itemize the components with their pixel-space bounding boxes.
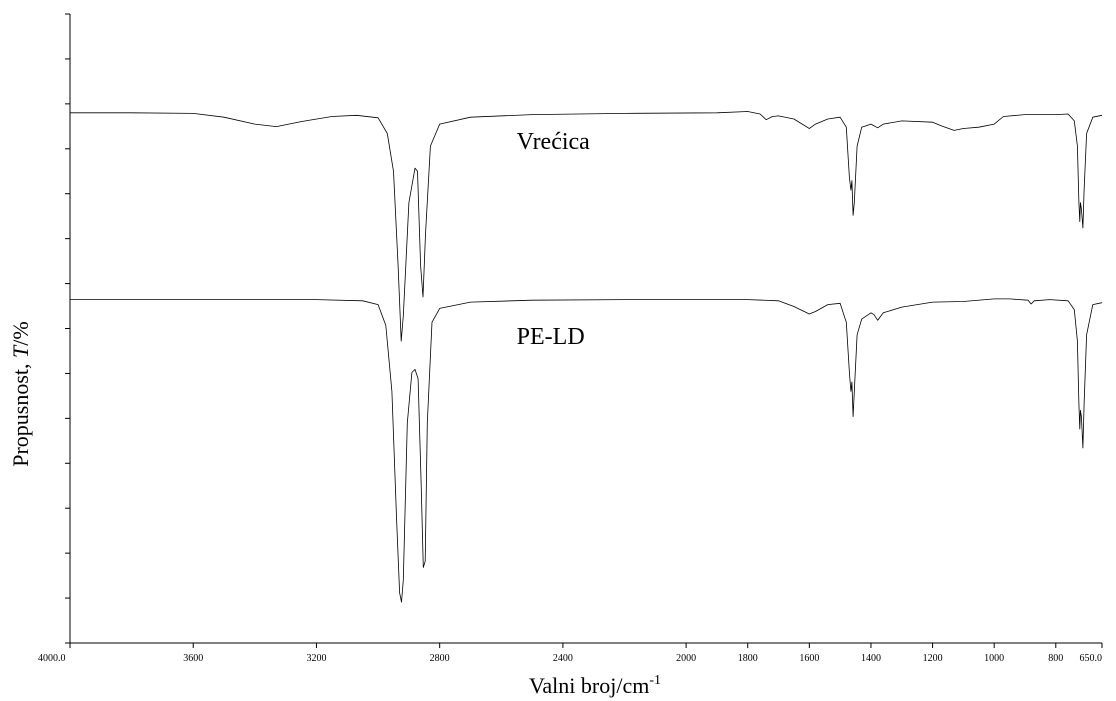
series-group [70, 111, 1103, 603]
x-tick-label: 1200 [923, 653, 943, 664]
x-tick-label: 4000.0 [38, 653, 66, 664]
x-tick-label: 3600 [183, 653, 203, 664]
x-tick-label: 650.0 [1080, 653, 1103, 664]
x-tick-label: 2000 [676, 653, 696, 664]
x-tick-label: 1600 [799, 653, 819, 664]
x-tick-label: 1400 [861, 653, 881, 664]
y-axis-title-prefix: Propusnost, [8, 357, 33, 467]
x-tick-label: 800 [1048, 653, 1063, 664]
x-tick-label: 1800 [738, 653, 758, 664]
series-line-pe-ld [70, 298, 1103, 603]
annotation-pe-ld: PE-LD [517, 324, 585, 350]
annotations: Vrećica PE-LD [517, 129, 591, 350]
x-axis-title: Valni broj/cm-1 [529, 673, 661, 698]
y-axis-title-italic: T [8, 345, 33, 358]
x-tick-label: 2400 [553, 653, 573, 664]
x-tick-label: 3200 [306, 653, 326, 664]
axes: 4000.0 3600 3200 2800 2400 2000 1800 1600 1400 12… [38, 13, 1103, 664]
y-axis-title: Propusnost, T/% [8, 321, 34, 467]
y-axis-title-suffix: /% [8, 321, 33, 346]
x-tick-label: 2800 [430, 653, 450, 664]
x-axis-title-main: Valni broj/cm [529, 673, 649, 698]
x-axis-title-superscript: -1 [649, 673, 661, 688]
series-line-vrecica [70, 111, 1103, 342]
x-tick-label: 1000 [984, 653, 1004, 664]
annotation-vrecica: Vrećica [517, 129, 591, 155]
